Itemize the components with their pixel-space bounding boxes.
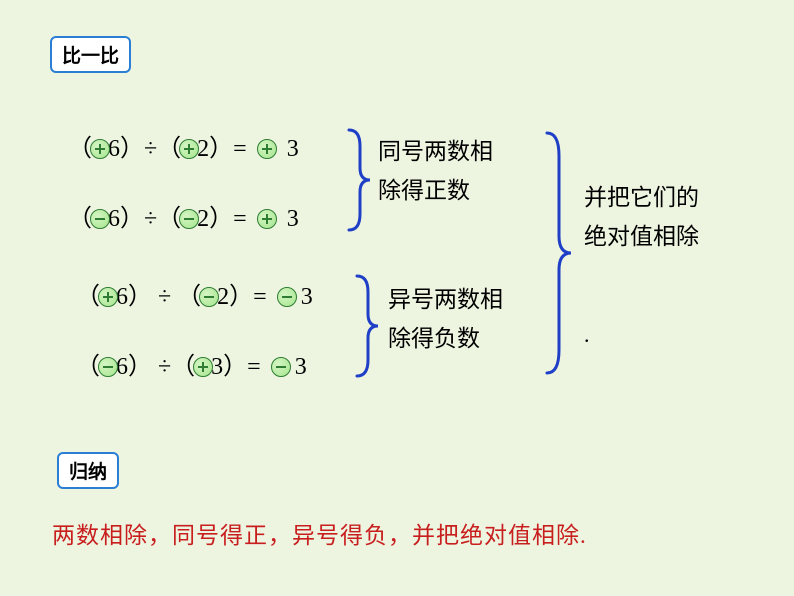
eq4-r: 3 <box>295 354 307 380</box>
explain-absolute: 并把它们的 绝对值相除 <box>584 178 699 256</box>
minus-icon <box>277 287 297 307</box>
same-l2: 除得正数 <box>378 171 493 210</box>
eq1-r: 3 <box>287 136 299 162</box>
brace-same-sign <box>346 128 372 232</box>
diff-l2: 除得负数 <box>388 319 503 358</box>
equation-4: （6） ÷（3）= 3 <box>76 346 307 381</box>
plus-icon <box>90 139 110 159</box>
abs-l1: 并把它们的 <box>584 178 699 217</box>
plus-icon <box>257 209 277 229</box>
diff-l1: 异号两数相 <box>388 280 503 319</box>
eq2-r: 3 <box>287 206 299 232</box>
summary-label: 归纳 <box>57 452 119 489</box>
minus-icon <box>98 357 118 377</box>
abs-l2: 绝对值相除 <box>584 217 699 256</box>
explain-diff-sign: 异号两数相 除得负数 <box>388 280 503 358</box>
eq3-r: 3 <box>301 284 313 310</box>
plus-icon <box>257 139 277 159</box>
equation-2: （6）÷（2）= 3 <box>68 198 299 233</box>
conclusion-text: 两数相除，同号得正，异号得负，并把绝对值相除. <box>52 516 587 550</box>
minus-icon <box>90 209 110 229</box>
compare-label: 比一比 <box>50 36 131 73</box>
equation-3: （6） ÷ （2）= 3 <box>76 276 313 311</box>
trailing-dot: . <box>584 322 590 348</box>
equation-1: （6）÷（2）= 3 <box>68 128 299 163</box>
minus-icon <box>271 357 291 377</box>
plus-icon <box>98 287 118 307</box>
brace-diff-sign <box>354 274 380 378</box>
explain-same-sign: 同号两数相 除得正数 <box>378 132 493 210</box>
brace-all <box>544 130 574 376</box>
same-l1: 同号两数相 <box>378 132 493 171</box>
